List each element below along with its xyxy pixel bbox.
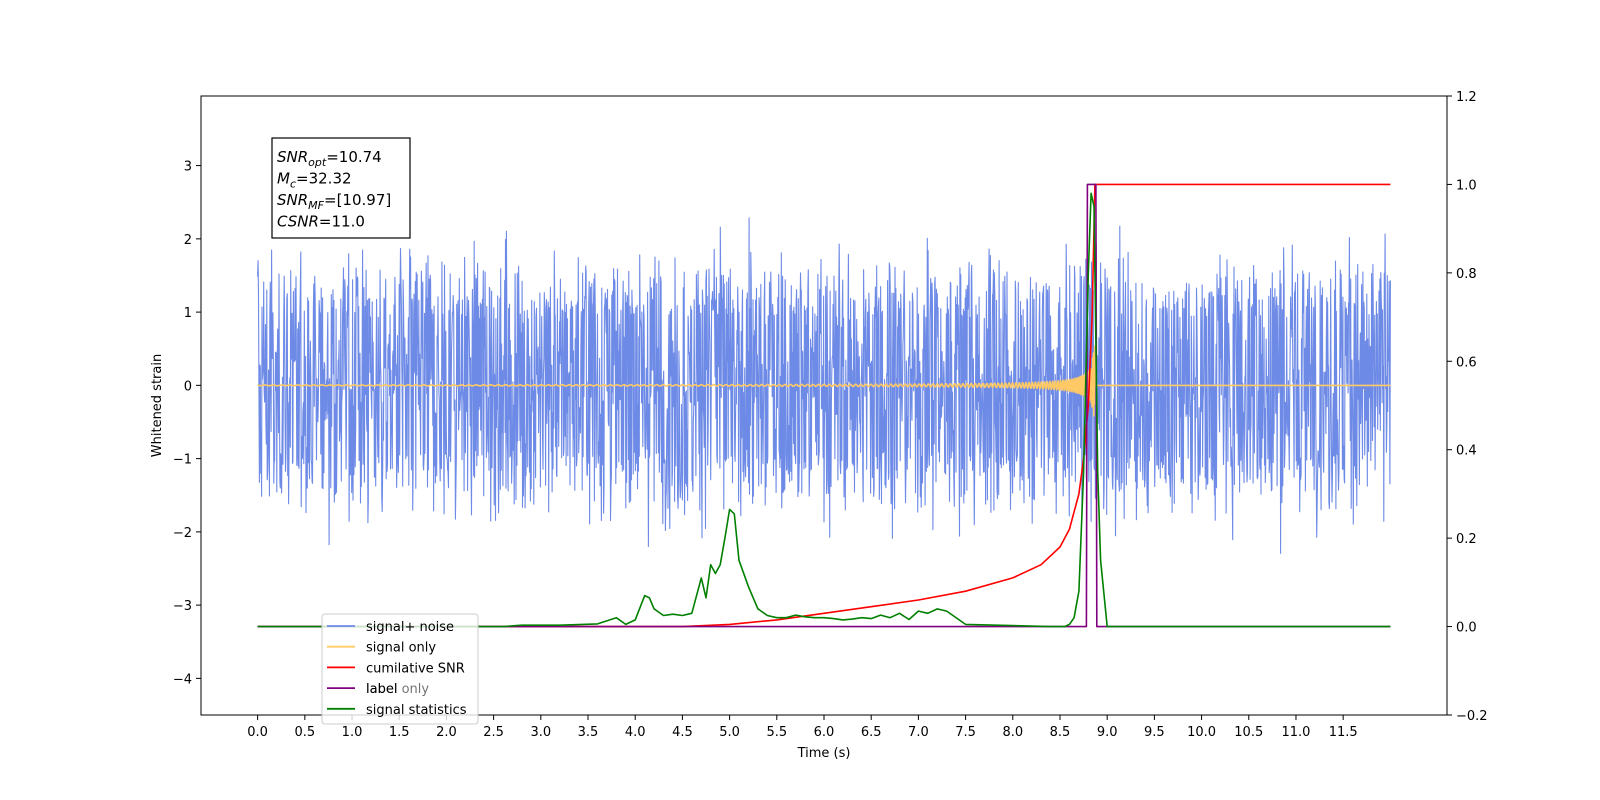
legend-label: signal+ noise xyxy=(366,620,454,635)
legend-frame xyxy=(321,613,479,725)
legend-label: cumilative SNR xyxy=(366,661,465,676)
y-right-tick-label: 1.0 xyxy=(1456,178,1477,193)
y-right-tick-label: 0.2 xyxy=(1456,532,1477,547)
annotation-line: Mc=32.32 xyxy=(277,170,352,191)
x-tick-label: 2.0 xyxy=(436,725,457,740)
x-tick-label: 5.0 xyxy=(719,725,740,740)
x-axis-label: Time (s) xyxy=(797,746,851,761)
y-left-tick-label: −4 xyxy=(173,672,192,687)
x-tick-label: 3.5 xyxy=(578,725,599,740)
y-right-tick-label: 0.8 xyxy=(1456,267,1477,282)
x-tick-label: 9.0 xyxy=(1097,725,1118,740)
annotation-line: SNRopt=10.74 xyxy=(277,148,382,169)
x-tick-label: 0.5 xyxy=(294,725,315,740)
y-left-tick-label: −1 xyxy=(173,453,192,468)
y-right-tick-label: −0.2 xyxy=(1456,709,1488,724)
y-left-tick-label: −2 xyxy=(173,526,192,541)
x-tick-label: 3.0 xyxy=(530,725,551,740)
series-layer xyxy=(257,183,1391,628)
annotation-frame xyxy=(271,137,411,239)
x-axis: 0.0 0.5 1.0 1.5 2.0 2.5 3.0 3.5 4.0 4.5 5.0 5.5 6.0 6… xyxy=(247,715,1358,740)
y-left-tick-label: 3 xyxy=(184,160,192,175)
legend-occluded-label: label only xyxy=(366,682,429,697)
legend-label: label xyxy=(366,682,397,697)
legend-label: signal only xyxy=(366,641,436,656)
y-right-tick-label: 0.6 xyxy=(1456,355,1477,370)
y-left-tick-label: −3 xyxy=(173,599,192,614)
series-line-4 xyxy=(257,192,1391,628)
x-tick-label: 8.0 xyxy=(1002,725,1023,740)
annotation-line: CSNR=11.0 xyxy=(277,213,365,231)
legend: signal+ noise signal only cumilative SNR la… xyxy=(321,613,479,725)
x-tick-label: 0.0 xyxy=(247,725,268,740)
y-left-tick-label: 1 xyxy=(184,306,192,321)
y-right-tick-label: 1.2 xyxy=(1456,90,1477,105)
annotation-line: SNRMF=[10.97] xyxy=(277,191,391,212)
x-tick-label: 1.5 xyxy=(389,725,410,740)
x-tick-label: 6.5 xyxy=(861,725,882,740)
x-tick-label: 7.0 xyxy=(908,725,929,740)
snr-annotation-box: SNRopt=10.74Mc=32.32SNRMF=[10.97]CSNR=11… xyxy=(271,137,411,239)
series-line-1 xyxy=(257,345,1391,417)
y-left-tick-label: 0 xyxy=(184,379,192,394)
x-tick-label: 11.5 xyxy=(1329,725,1358,740)
x-tick-label: 7.5 xyxy=(955,725,976,740)
x-tick-label: 9.5 xyxy=(1144,725,1165,740)
y-axis-left: −4 −3 −2 −1 0 1 2 3 xyxy=(173,160,201,687)
x-tick-label: 4.5 xyxy=(672,725,693,740)
x-tick-label: 1.0 xyxy=(342,725,363,740)
legend-label: signal statistics xyxy=(366,703,467,718)
y-left-tick-label: 2 xyxy=(184,233,192,248)
x-tick-label: 8.5 xyxy=(1050,725,1071,740)
x-tick-label: 6.0 xyxy=(814,725,835,740)
y-right-tick-label: 0.0 xyxy=(1456,621,1477,636)
x-tick-label: 10.0 xyxy=(1187,725,1216,740)
x-tick-label: 11.0 xyxy=(1281,725,1310,740)
x-tick-label: 10.5 xyxy=(1234,725,1263,740)
series-line-2 xyxy=(257,183,1391,628)
y-axis-right: −0.2 0.0 0.2 0.4 0.6 0.8 1.0 1.2 xyxy=(1447,90,1488,724)
x-tick-label: 2.5 xyxy=(483,725,504,740)
y-axis-label: Whitened strain xyxy=(150,354,165,457)
x-tick-label: 4.0 xyxy=(625,725,646,740)
x-tick-label: 5.5 xyxy=(766,725,787,740)
series-line-0 xyxy=(257,217,1391,554)
y-right-tick-label: 0.4 xyxy=(1456,444,1477,459)
